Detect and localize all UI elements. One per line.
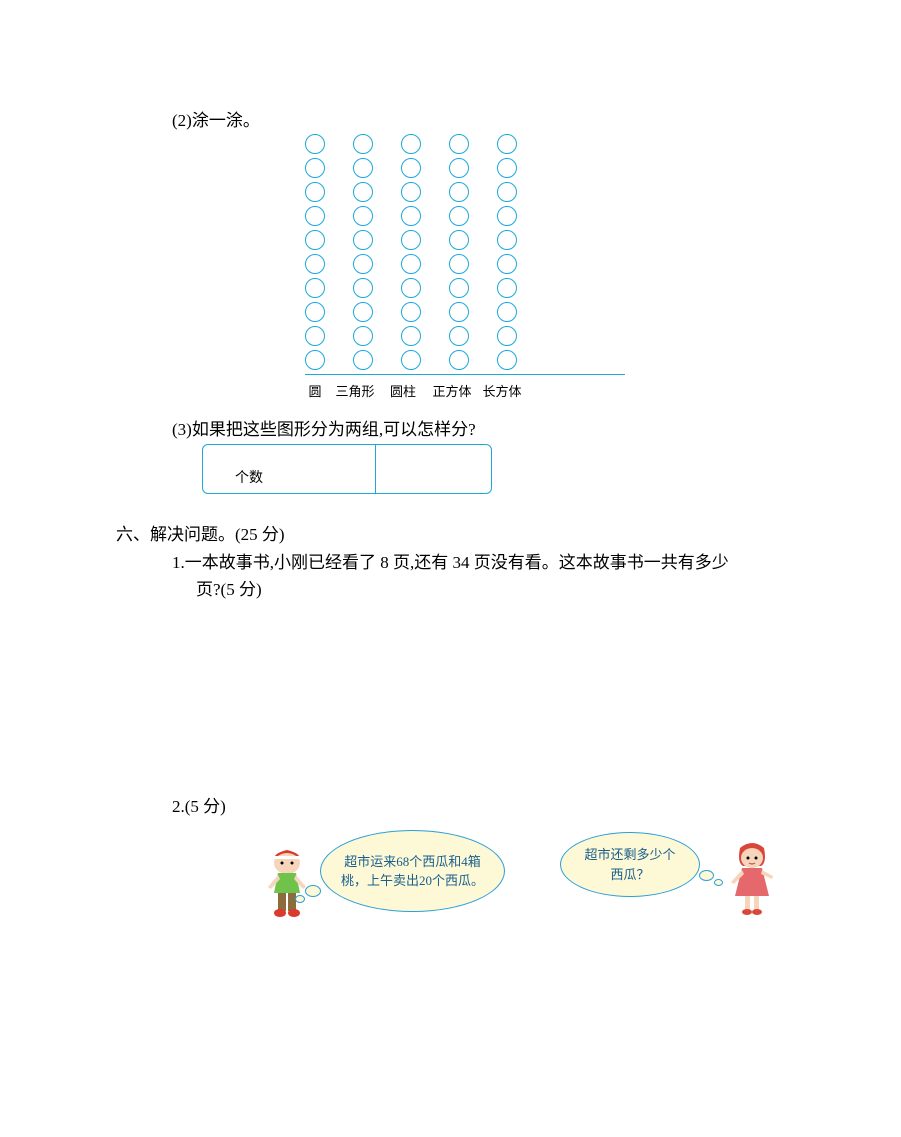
chart-circle	[353, 350, 373, 370]
chart-circle	[401, 254, 421, 274]
chart-circle	[305, 278, 325, 298]
chart-circle	[497, 134, 517, 154]
q6-2-label: 2.(5 分)	[172, 792, 226, 817]
chart-circle	[305, 326, 325, 346]
chart-circle	[353, 158, 373, 178]
chart-circle	[449, 230, 469, 250]
chart-circle	[497, 254, 517, 274]
chart-circle	[497, 350, 517, 370]
chart-circle	[497, 158, 517, 178]
chart-circle	[305, 206, 325, 226]
chart-grid	[305, 134, 625, 375]
chart-axis-label: 圆柱	[380, 381, 426, 400]
girl-speech-text: 超市还剩多少个西瓜？	[581, 845, 679, 884]
categorize-table: 个数	[202, 444, 492, 494]
q3-label: (3)如果把这些图形分为两组,可以怎样分?	[172, 415, 476, 440]
chart-axis-label: 圆	[300, 381, 330, 400]
chart-circle	[305, 134, 325, 154]
chart-column	[401, 134, 421, 370]
chart-circle	[305, 158, 325, 178]
chart-circle	[401, 134, 421, 154]
chart-circle	[401, 278, 421, 298]
q6-1-line1: 一本故事书,小刚已经看了 8 页,还有 34 页没有看。这本故事书一共有多少	[185, 553, 729, 572]
chart-circle	[353, 134, 373, 154]
table-row-label: 个数	[235, 467, 263, 487]
chart-circle	[449, 158, 469, 178]
chart-circle	[497, 302, 517, 322]
chart-axis-label: 三角形	[330, 381, 380, 400]
q6-1: 1.一本故事书,小刚已经看了 8 页,还有 34 页没有看。这本故事书一共有多少…	[172, 549, 792, 603]
chart-column	[497, 134, 517, 370]
chart-circle	[449, 134, 469, 154]
chart-axis-label: 长方体	[478, 381, 526, 400]
chart-circle	[401, 206, 421, 226]
table-empty-cell	[376, 445, 491, 493]
speech-bubble-girl: 超市还剩多少个西瓜？	[560, 832, 700, 897]
chart-circle	[353, 278, 373, 298]
chart-circle	[497, 278, 517, 298]
chart-circle	[353, 302, 373, 322]
chart-circle	[497, 230, 517, 250]
chart-circle	[353, 254, 373, 274]
chart-column	[353, 134, 373, 370]
speech-bubble-boy: 超市运来68个西瓜和4箱桃，上午卖出20个西瓜。	[320, 830, 505, 912]
section-6-heading: 六、解决问题。(25 分)	[116, 520, 285, 545]
chart-circle	[449, 278, 469, 298]
chart-circle	[449, 326, 469, 346]
chart-axis-label: 正方体	[426, 381, 478, 400]
q6-1-number: 1.	[172, 553, 185, 572]
chart-circle	[449, 254, 469, 274]
chart-circle	[353, 326, 373, 346]
chart-circle	[449, 182, 469, 202]
chart-circle	[401, 182, 421, 202]
chart-circle	[305, 302, 325, 322]
chart-circle	[305, 350, 325, 370]
q6-1-line2: 页?(5 分)	[172, 580, 262, 599]
chart-circle	[401, 326, 421, 346]
chart-circle	[353, 230, 373, 250]
chart-circle	[401, 230, 421, 250]
chart-circle	[449, 206, 469, 226]
chart-circle	[449, 302, 469, 322]
table-row-label-cell: 个数	[203, 445, 376, 493]
chart-circle	[497, 326, 517, 346]
q2-label: (2)涂一涂。	[172, 106, 260, 131]
coloring-chart: 圆三角形圆柱正方体长方体	[305, 134, 625, 400]
chart-circle	[401, 350, 421, 370]
chart-circle	[305, 182, 325, 202]
chart-circle	[449, 350, 469, 370]
boy-character-icon	[260, 845, 315, 920]
chart-labels: 圆三角形圆柱正方体长方体	[305, 381, 625, 400]
chart-circle	[305, 254, 325, 274]
chart-column	[305, 134, 325, 370]
chart-circle	[401, 302, 421, 322]
dialogue-scene: 超市运来68个西瓜和4箱桃，上午卖出20个西瓜。 超市还剩多少个西瓜？	[260, 820, 780, 930]
chart-column	[449, 134, 469, 370]
chart-circle	[353, 206, 373, 226]
chart-circle	[401, 158, 421, 178]
chart-circle	[353, 182, 373, 202]
boy-speech-text: 超市运来68个西瓜和4箱桃，上午卖出20个西瓜。	[341, 852, 484, 891]
girl-character-icon	[725, 838, 780, 918]
chart-circle	[497, 182, 517, 202]
chart-circle	[305, 230, 325, 250]
chart-circle	[497, 206, 517, 226]
